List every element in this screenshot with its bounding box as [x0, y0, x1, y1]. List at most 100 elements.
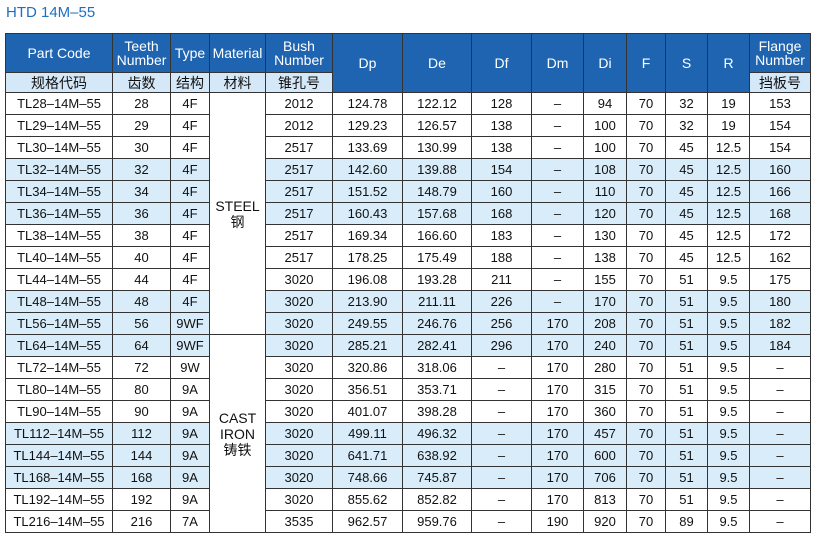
cell: –	[471, 444, 532, 467]
cell: –	[471, 510, 532, 533]
cell: 9WF	[170, 312, 210, 335]
material-text: STEEL	[215, 197, 260, 214]
cell: –	[471, 356, 532, 379]
column-header: Df	[471, 33, 532, 93]
cell: –	[531, 136, 584, 159]
cell: 240	[583, 334, 627, 357]
cell: 44	[112, 268, 171, 291]
cell: 2517	[265, 202, 333, 225]
cell: 190	[531, 510, 584, 533]
column-header: Teeth Number	[112, 33, 171, 73]
cell: 211	[471, 268, 532, 291]
cell: 193.28	[402, 268, 472, 291]
cell: 959.76	[402, 510, 472, 533]
cell: –	[749, 488, 811, 511]
column-header: Di	[583, 33, 627, 93]
cell: 139.88	[402, 158, 472, 181]
cell: 45	[665, 136, 708, 159]
cell: 9.5	[707, 268, 750, 291]
header-text: De	[428, 55, 446, 71]
spec-table: Part Code Teeth Number Type Material Bush Numb…	[5, 33, 811, 533]
column-header: De	[402, 33, 472, 93]
cell: 318.06	[402, 356, 472, 379]
cell: 155	[583, 268, 627, 291]
cell: 2012	[265, 92, 333, 115]
cell: 70	[626, 312, 666, 335]
cell: TL36–14M–55	[5, 202, 113, 225]
cell: 192	[112, 488, 171, 511]
cell: 138	[471, 136, 532, 159]
cell: –	[749, 422, 811, 445]
cell: 4F	[170, 224, 210, 247]
cell: 184	[749, 334, 811, 357]
cell: –	[531, 92, 584, 115]
column-header-zh: 规格代码	[5, 72, 113, 93]
cell: 170	[531, 444, 584, 467]
header-text: Number	[274, 52, 324, 68]
cell: 70	[626, 92, 666, 115]
cell: 3020	[265, 312, 333, 335]
cell: TL29–14M–55	[5, 114, 113, 137]
cell: 353.71	[402, 378, 472, 401]
cell: –	[471, 488, 532, 511]
cell: 175	[749, 268, 811, 291]
cell: –	[531, 114, 584, 137]
cell: 51	[665, 378, 708, 401]
data-row: TL38–14M–55 38 4F 2517 169.34 166.60 183–130 70…	[5, 224, 811, 247]
column-header-zh: 结构	[170, 72, 210, 93]
cell: 7A	[170, 510, 210, 533]
cell: 813	[583, 488, 627, 511]
cell: 4F	[170, 246, 210, 269]
cell: –	[531, 290, 584, 313]
cell: 3020	[265, 400, 333, 423]
cell: 51	[665, 334, 708, 357]
material-cell: STEEL 钢	[209, 92, 266, 335]
cell: 70	[626, 356, 666, 379]
cell: 122.12	[402, 92, 472, 115]
header-text: R	[723, 55, 734, 71]
cell: 168	[471, 202, 532, 225]
cell: 2012	[265, 114, 333, 137]
cell: 3020	[265, 268, 333, 291]
data-row: TL56–14M–55 56 9WF 3020 249.55 246.76 256 170 20…	[5, 312, 811, 335]
cell: 172	[749, 224, 811, 247]
cell: 9.5	[707, 510, 750, 533]
cell: 745.87	[402, 466, 472, 489]
header-row-zh: 规格代码 齿数 结构 材料 锥孔号 挡板号	[5, 72, 811, 93]
cell: 3535	[265, 510, 333, 533]
cell: TL192–14M–55	[5, 488, 113, 511]
data-row: TL32–14M–55 32 4F 2517 142.60 139.88 154–108 70…	[5, 158, 811, 181]
cell: 246.76	[402, 312, 472, 335]
cell: 112	[112, 422, 171, 445]
cell: –	[749, 466, 811, 489]
cell: 213.90	[332, 290, 403, 313]
cell: TL28–14M–55	[5, 92, 113, 115]
cell: 3020	[265, 466, 333, 489]
cell: 151.52	[332, 180, 403, 203]
cell: 30	[112, 136, 171, 159]
cell: 178.25	[332, 246, 403, 269]
cell: 142.60	[332, 158, 403, 181]
cell: 19	[707, 92, 750, 115]
cell: 9.5	[707, 400, 750, 423]
cell: 3020	[265, 444, 333, 467]
cell: 100	[583, 114, 627, 137]
cell: 9.5	[707, 356, 750, 379]
cell: 70	[626, 180, 666, 203]
cell: 180	[749, 290, 811, 313]
cell: 70	[626, 290, 666, 313]
cell: 315	[583, 378, 627, 401]
cell: 182	[749, 312, 811, 335]
cell: 128	[471, 92, 532, 115]
cell: 170	[531, 378, 584, 401]
cell: 12.5	[707, 136, 750, 159]
cell: TL72–14M–55	[5, 356, 113, 379]
cell: 32	[112, 158, 171, 181]
cell: 45	[665, 180, 708, 203]
cell: 9.5	[707, 290, 750, 313]
cell: 29	[112, 114, 171, 137]
data-row: TL28–14M–55 28 4F STEEL 钢 2012 124.78 122.12 128…	[5, 92, 811, 335]
cell: 130	[583, 224, 627, 247]
header-text: Number	[116, 52, 167, 68]
cell: 3020	[265, 422, 333, 445]
